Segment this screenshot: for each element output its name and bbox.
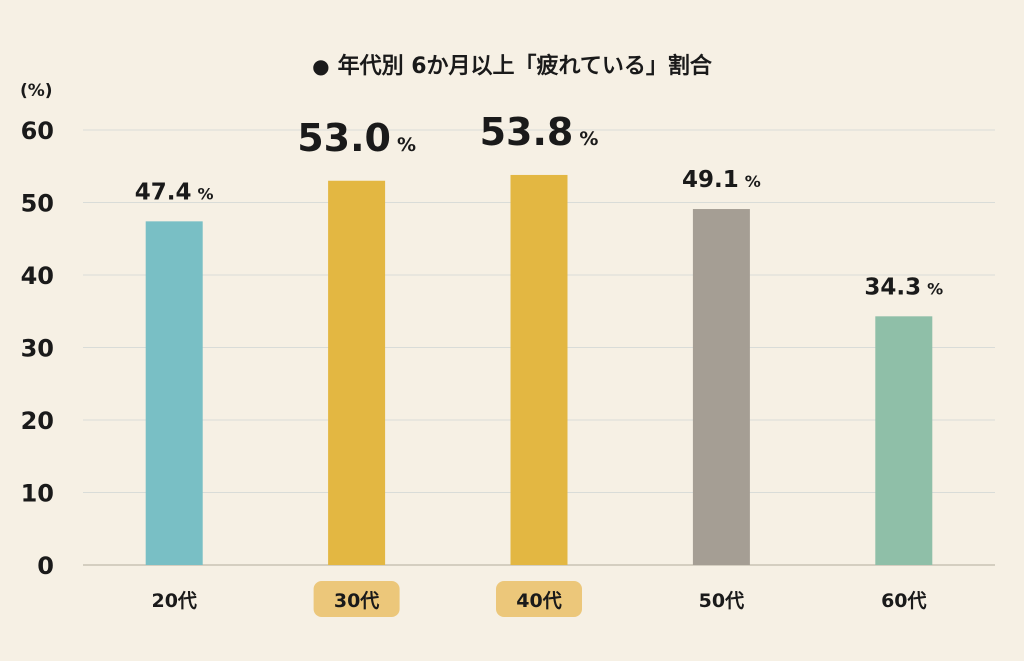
data-label: 53.8% — [480, 110, 599, 154]
data-label-unit: % — [927, 279, 943, 298]
data-label-value: 34.3 — [864, 274, 921, 300]
y-axis-label: (%) — [20, 81, 53, 101]
data-label: 34.3% — [864, 274, 943, 300]
data-label-unit: % — [397, 134, 416, 156]
bar — [510, 174, 568, 565]
y-tick-label: 60 — [21, 117, 54, 145]
chart-title: ● 年代別 6か月以上「疲れている」割合 — [0, 48, 1024, 80]
data-label-value: 53.8 — [480, 110, 574, 154]
bar — [328, 180, 386, 565]
y-tick-label: 30 — [21, 335, 54, 363]
x-tick-label: 30代 — [334, 590, 379, 612]
y-tick-label: 40 — [21, 262, 54, 290]
y-tick-label: 20 — [21, 407, 54, 435]
x-tick-label: 50代 — [699, 590, 744, 612]
data-label-value: 47.4 — [135, 179, 192, 205]
y-tick-label: 50 — [21, 190, 54, 218]
data-label: 53.0% — [297, 116, 416, 160]
data-label-value: 53.0 — [297, 116, 391, 160]
data-label-value: 49.1 — [682, 167, 739, 193]
highlight-badge — [313, 581, 400, 617]
value-labels: 47.4 %53.0% 53.8 %49.1 %34.3% — [135, 110, 943, 300]
bar — [145, 221, 203, 565]
bars — [145, 174, 933, 565]
bar — [875, 316, 933, 565]
data-label-unit: % — [745, 172, 761, 191]
chart-title-text: 年代別 6か月以上「疲れている」割合 — [337, 54, 712, 79]
highlight-badge — [496, 581, 582, 617]
x-tick-label: 20代 — [151, 590, 196, 612]
x-axis-ticks: 20代 30代 40代 50代 60代 — [151, 581, 927, 617]
data-label-unit: % — [579, 128, 598, 150]
x-tick-label: 40代 — [516, 590, 561, 612]
data-label-unit: % — [198, 184, 214, 203]
y-axis-ticks: 0 10 20 30 40 50 60 — [21, 117, 54, 580]
title-bullet-icon: ● — [312, 54, 330, 78]
bar — [692, 209, 750, 565]
y-tick-label: 10 — [21, 480, 54, 508]
x-tick-label: 60代 — [881, 590, 926, 612]
y-tick-label: 0 — [37, 552, 54, 580]
data-label: 49.1% — [682, 167, 761, 193]
data-label: 47.4% — [135, 179, 214, 205]
